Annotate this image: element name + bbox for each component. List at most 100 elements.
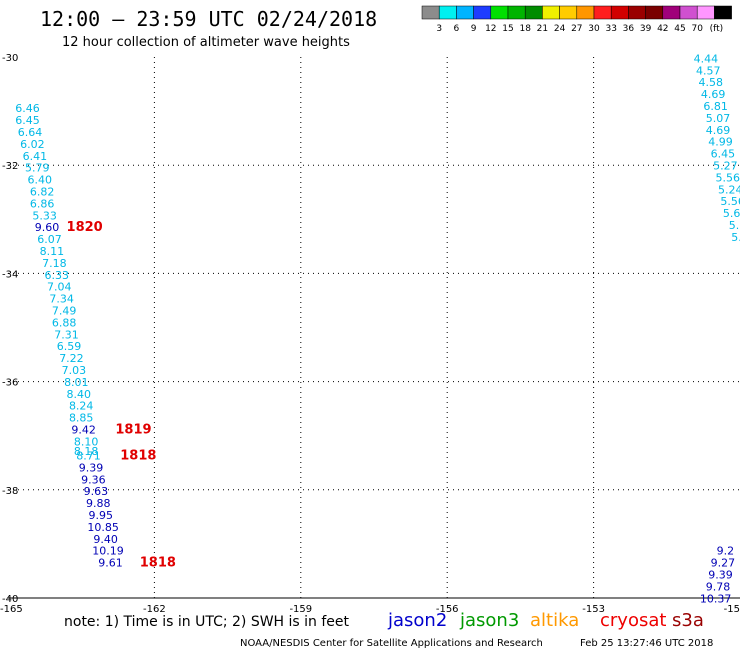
colorbar-label: 15 (502, 24, 513, 34)
x-tick-label: -159 (289, 604, 312, 615)
wave-height-point: 6.82 (30, 185, 55, 198)
wave-height-point: 9.95 (88, 509, 113, 522)
satellite-legend: jason2 jason3 altika cryosat s3a (387, 610, 704, 631)
wave-height-point: 5.8 (731, 231, 740, 244)
x-tick-label: -156 (436, 604, 459, 615)
colorbar-label: 3 (436, 24, 442, 34)
wave-height-point: 8.10 (74, 435, 99, 448)
colorbar-label: 24 (554, 24, 566, 34)
wave-height-point: 6.02 (20, 138, 45, 151)
wave-height-point: 4.58 (698, 76, 723, 89)
wave-height-point: 4.69 (706, 124, 731, 137)
legend-entry-cryosat: cryosat (600, 610, 666, 631)
x-tick-label: -15 (724, 604, 740, 615)
wave-height-point: 5.8 (729, 219, 740, 232)
colorbar-label: 21 (537, 24, 548, 34)
wave-height-point: 8.18 (74, 445, 99, 458)
wave-height-point: 4.57 (696, 64, 721, 77)
wave-height-point: 9.60 (35, 221, 60, 234)
colorbar-swatch (438, 5, 457, 20)
legend-entry-jason2: jason2 (387, 610, 447, 631)
wave-height-point: 8.40 (67, 388, 92, 401)
wave-height-point: 4.99 (708, 136, 733, 149)
wave-height-point: 7.22 (59, 352, 84, 365)
y-tick-label: -34 (2, 269, 18, 280)
colorbar-swatch (456, 5, 474, 20)
wave-height-point: 10.37 (700, 592, 732, 605)
wave-height-point: 9.40 (93, 533, 118, 546)
wave-height-point: 9.36 (81, 473, 106, 486)
wave-height-point: 6.33 (45, 269, 70, 282)
pass-time-label: 1820 (67, 220, 103, 235)
chart-title: 12:00 – 23:59 UTC 02/24/2018 (40, 7, 377, 31)
y-tick-label: -40 (2, 594, 18, 605)
wave-height-point: 8.11 (40, 245, 65, 258)
wave-height-point: 6.86 (30, 197, 55, 210)
wave-height-point: 5.69 (723, 207, 740, 220)
wave-height-point: 6.88 (52, 316, 77, 329)
plot-area: -165 -162 -159 -156 -153 -15 -30 -32 -34 -36 -38 -4… (0, 52, 740, 615)
colorbar-swatch (559, 5, 578, 20)
wave-height-point: 6.45 (711, 148, 736, 161)
wave-height-point: 6.46 (15, 102, 40, 115)
wave-height-point: 6.40 (27, 174, 52, 187)
wave-height-point: 5.56 (720, 195, 740, 208)
legend-entry-altika: altika (530, 610, 579, 631)
wave-height-point: 7.03 (62, 364, 87, 377)
wave-height-point: 4.69 (701, 88, 726, 101)
wave-height-point: 9.42 (71, 424, 96, 437)
colorbar-swatch (662, 5, 681, 20)
y-tick-label: -32 (2, 161, 18, 172)
wave-height-point: 9.39 (708, 569, 733, 582)
wave-height-point: 7.49 (52, 305, 77, 318)
wave-height-point: 9.39 (79, 461, 104, 474)
chart-subtitle: 12 hour collection of altimeter wave hei… (62, 35, 350, 50)
y-tick-label: -36 (2, 378, 18, 389)
legend-entry-jason3: jason3 (459, 610, 519, 631)
wave-height-point: 9.88 (86, 497, 111, 510)
colorbar-label: 70 (691, 24, 703, 34)
x-tick-label: -165 (0, 604, 23, 615)
wave-height-point: 6.59 (57, 340, 82, 353)
colorbar-swatch (473, 5, 492, 20)
wave-height-point: 6.07 (37, 233, 62, 246)
wave-height-point: 6.41 (23, 150, 48, 163)
colorbar-label: 33 (605, 24, 616, 34)
colorbar-label: 42 (657, 24, 668, 34)
colorbar-swatch (507, 5, 526, 20)
footnote: note: 1) Time is in UTC; 2) SWH is in fe… (64, 614, 350, 630)
wave-height-point: 5.33 (32, 209, 57, 222)
pass-time-label: 1818 (120, 449, 156, 464)
wave-height-point: 5.56 (716, 171, 740, 184)
colorbar-swatch (645, 5, 664, 20)
x-tick-label: -153 (582, 604, 605, 615)
wave-height-point: 9.63 (84, 485, 109, 498)
wave-height-point: 10.19 (92, 545, 124, 558)
colorbar-swatch (628, 5, 646, 20)
colorbar-label: 27 (571, 24, 582, 34)
wave-height-point: 5.07 (706, 112, 731, 125)
wave-height-point: 7.18 (42, 257, 67, 270)
wave-height-point: 6.81 (703, 100, 728, 113)
colorbar-swatch (610, 5, 629, 20)
colorbar-swatch (490, 5, 509, 20)
colorbar-label: 45 (674, 24, 685, 34)
colorbar-label: 9 (471, 24, 477, 34)
wave-height-point: 5.24 (718, 183, 740, 196)
wave-height-point: 9.61 (98, 557, 123, 570)
colorbar-swatch (679, 5, 698, 20)
timestamp: Feb 25 13:27:46 UTC 2018 (580, 638, 713, 649)
wave-height-point: 7.04 (47, 281, 72, 294)
x-tick-label: -162 (143, 604, 166, 615)
pass-time-label: 1818 (140, 556, 176, 571)
colorbar-legend: 3 6 9 12 15 18 21 24 27 30 33 36 39 42 45 70 (ft) (421, 5, 732, 34)
colorbar-label: 6 (454, 24, 460, 34)
wave-height-point: 5.79 (25, 162, 50, 175)
wave-height-point: 9.27 (711, 557, 736, 570)
wave-height-point: 8.85 (69, 412, 94, 425)
colorbar-label: 12 (485, 24, 496, 34)
wave-height-point: 8.71 (76, 450, 101, 463)
colorbar-swatch (696, 5, 715, 20)
pass-time-label: 1819 (115, 423, 151, 438)
